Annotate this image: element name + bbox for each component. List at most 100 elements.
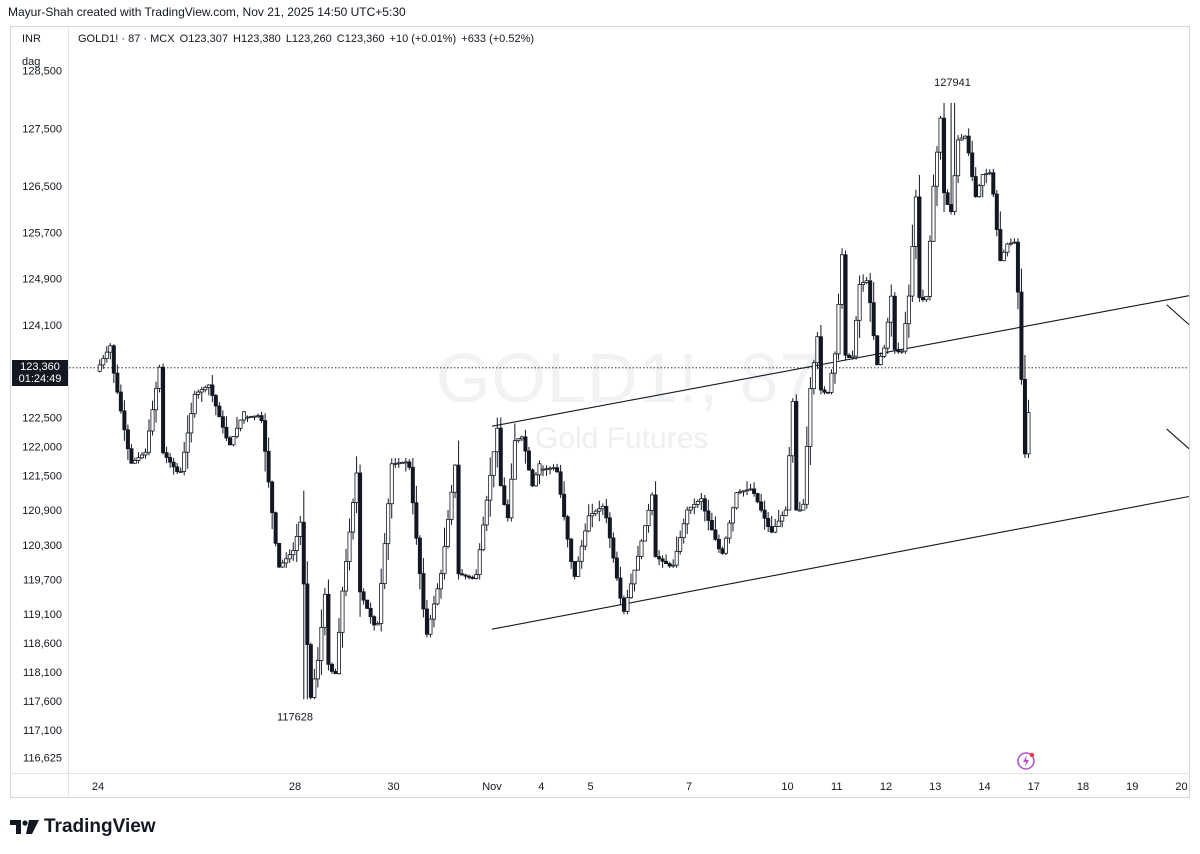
candle-up <box>840 254 845 305</box>
candle-down <box>456 464 461 575</box>
candle-up <box>537 463 542 476</box>
candle-down <box>991 172 996 195</box>
candle-down <box>175 466 180 472</box>
candle-up <box>319 626 324 661</box>
candle-down <box>266 450 271 483</box>
y-tick-label: 126,500 <box>22 181 62 193</box>
candle-up <box>801 503 806 511</box>
candle-up <box>692 504 697 508</box>
candle-down <box>263 420 268 452</box>
candle-up <box>351 502 356 533</box>
candle-up <box>154 388 159 411</box>
candle-down <box>305 583 310 646</box>
candle-up <box>882 347 887 357</box>
candle-up <box>354 472 359 503</box>
candle-down <box>825 391 830 394</box>
candle-up <box>396 462 401 465</box>
candle-up <box>685 509 690 525</box>
candle-up <box>854 319 859 357</box>
candle-down <box>217 405 222 418</box>
candle-up <box>797 509 802 512</box>
candle-up <box>446 518 451 547</box>
candle-up <box>294 535 299 551</box>
candle-up <box>157 366 162 389</box>
candle-up <box>808 388 813 447</box>
x-tick-label: 30 <box>387 781 399 793</box>
candle-down <box>966 135 971 154</box>
candle-up <box>773 526 778 533</box>
x-tick-label: 19 <box>1126 781 1138 793</box>
currency-unit[interactable]: INR <box>22 33 41 45</box>
candle-up <box>681 523 686 539</box>
candle-up <box>400 461 405 464</box>
candle-down <box>168 457 173 463</box>
candle-up <box>878 355 883 366</box>
candle-up <box>776 520 781 527</box>
candle-up <box>249 416 254 418</box>
candle-down <box>259 415 264 422</box>
candle-down <box>945 192 950 205</box>
candle-down <box>569 538 574 562</box>
candle-up <box>745 489 750 492</box>
candle-down <box>604 506 609 519</box>
chart-credit: Mayur-Shah created with TradingView.com,… <box>8 5 406 19</box>
candle-up <box>583 530 588 547</box>
candle-down <box>769 526 774 533</box>
candle-down <box>308 644 313 698</box>
x-tick-label: 10 <box>781 781 793 793</box>
candle-down <box>368 607 373 618</box>
name-watermark: Gold Futures <box>535 422 709 455</box>
candle-up <box>182 451 187 472</box>
tradingview-logo-icon <box>10 820 39 834</box>
y-tick-label: 127,500 <box>22 123 62 135</box>
candle-up <box>386 503 391 545</box>
candle-up <box>488 474 493 501</box>
candle-up <box>449 491 454 520</box>
candle-up <box>748 488 753 491</box>
candle-up <box>597 508 602 512</box>
candle-up <box>252 415 257 418</box>
candle-down <box>372 616 377 626</box>
candle-down <box>329 663 334 672</box>
legend-symbol[interactable]: GOLD1! · 87 · MCX <box>78 33 175 45</box>
candle-down <box>210 384 215 396</box>
candle-up <box>533 474 538 487</box>
candle-up <box>178 471 183 473</box>
candle-down <box>614 557 619 579</box>
candle-down <box>970 152 975 177</box>
candle-up <box>474 574 479 579</box>
y-tick-label: 122,000 <box>22 441 62 453</box>
candle-up <box>519 436 524 440</box>
tradingview-logo[interactable]: TradingView <box>10 816 156 838</box>
candle-up <box>984 173 989 176</box>
candle-up <box>312 678 317 698</box>
candle-up <box>477 549 482 575</box>
candle-down <box>122 410 127 431</box>
y-tick-label: 121,500 <box>22 470 62 482</box>
candle-up <box>491 451 496 476</box>
candle-up <box>336 631 341 675</box>
chart-frame[interactable] <box>10 26 1190 798</box>
candle-up <box>379 583 384 624</box>
lightning-bolt-icon[interactable] <box>1016 751 1036 771</box>
x-tick-label: 4 <box>538 781 544 793</box>
candle-down <box>762 509 767 519</box>
candle-down <box>847 354 852 358</box>
candle-up <box>590 513 595 517</box>
candle-up <box>730 507 735 524</box>
y-tick-label: 117,600 <box>23 696 62 708</box>
candle-down <box>994 193 999 230</box>
trendline <box>491 495 1190 630</box>
candle-up <box>551 467 556 470</box>
candle-up <box>650 494 655 511</box>
candle-down <box>660 558 665 562</box>
candle-down <box>942 117 947 194</box>
timeframe-label[interactable]: dag <box>22 56 41 68</box>
candle-down <box>463 574 468 577</box>
candle-up <box>935 151 940 187</box>
candle-down <box>118 391 123 412</box>
candle-down <box>822 389 827 393</box>
candle-up <box>280 562 285 568</box>
candle-down <box>766 517 771 527</box>
